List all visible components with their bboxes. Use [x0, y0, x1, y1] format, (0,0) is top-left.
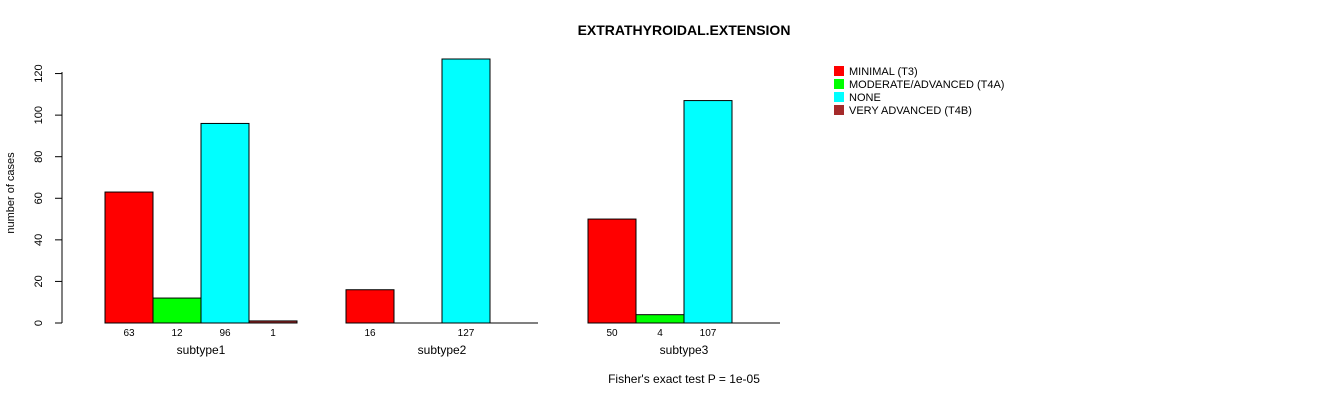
bar-subtype2-none: [441, 58, 491, 324]
count-label-subtype1-very-advanced: 1: [270, 328, 276, 339]
bar-subtype3-minimal: [587, 218, 637, 324]
count-label-subtype3-minimal: 50: [606, 328, 618, 339]
y-tick-label: 100: [33, 106, 45, 124]
legend-label: MINIMAL (T3): [849, 66, 918, 78]
legend-item-moderate-advanced: MODERATE/ADVANCED (T4A): [834, 79, 1004, 91]
legend-label: VERY ADVANCED (T4B): [849, 105, 972, 117]
y-axis-label: number of cases: [5, 152, 17, 234]
group-subtype3: 50 4 107 subtype3: [587, 100, 780, 357]
bar-subtype1-very-advanced: [248, 320, 298, 324]
legend-swatch: [834, 105, 844, 115]
bar-subtype1-moderate-advanced: [152, 297, 202, 324]
count-label-subtype1-minimal: 63: [123, 328, 135, 339]
bar-subtype3-moderate-advanced: [635, 314, 685, 324]
count-label-subtype3-none: 107: [700, 328, 717, 339]
y-tick-label: 120: [33, 64, 45, 82]
y-tick-label: 20: [33, 275, 45, 287]
legend-item-none: NONE: [834, 92, 881, 104]
legend-label: MODERATE/ADVANCED (T4A): [849, 79, 1004, 91]
bar-subtype1-minimal: [104, 191, 154, 324]
category-label-subtype2: subtype2: [418, 343, 467, 357]
category-label-subtype1: subtype1: [177, 343, 226, 357]
bars-group: 63 12 96 1 subtype1 16 127 subtype2 50 4 107 subtyp…: [104, 58, 780, 357]
y-axis-ticks: 0 20 40 60 80 100 120: [33, 64, 62, 326]
legend-item-very-advanced: VERY ADVANCED (T4B): [834, 105, 972, 117]
count-label-subtype3-moderate-advanced: 4: [657, 328, 663, 339]
count-label-subtype1-none: 96: [219, 328, 231, 339]
count-label-subtype2-minimal: 16: [364, 328, 376, 339]
y-tick-label: 60: [33, 192, 45, 204]
legend: MINIMAL (T3)MODERATE/ADVANCED (T4A)NONEV…: [834, 66, 1004, 117]
count-label-subtype1-moderate-advanced: 12: [171, 328, 183, 339]
group-subtype1: 63 12 96 1 subtype1: [104, 122, 298, 357]
legend-swatch: [834, 79, 844, 89]
category-label-subtype3: subtype3: [660, 343, 709, 357]
y-tick-label: 80: [33, 151, 45, 163]
group-subtype2: 16 127 subtype2: [345, 58, 538, 357]
bar-subtype3-none: [683, 100, 733, 324]
chart-title: EXTRATHYROIDAL.EXTENSION: [578, 22, 791, 38]
bar-subtype2-minimal: [345, 289, 395, 324]
count-label-subtype2-none: 127: [458, 328, 475, 339]
fisher-test-footer: Fisher's exact test P = 1e-05: [608, 372, 760, 386]
legend-swatch: [834, 66, 844, 76]
legend-swatch: [834, 92, 844, 102]
y-tick-label: 40: [33, 234, 45, 246]
y-tick-label: 0: [33, 320, 45, 326]
bar-subtype1-none: [200, 122, 250, 324]
legend-label: NONE: [849, 92, 881, 104]
legend-item-minimal: MINIMAL (T3): [834, 66, 918, 78]
